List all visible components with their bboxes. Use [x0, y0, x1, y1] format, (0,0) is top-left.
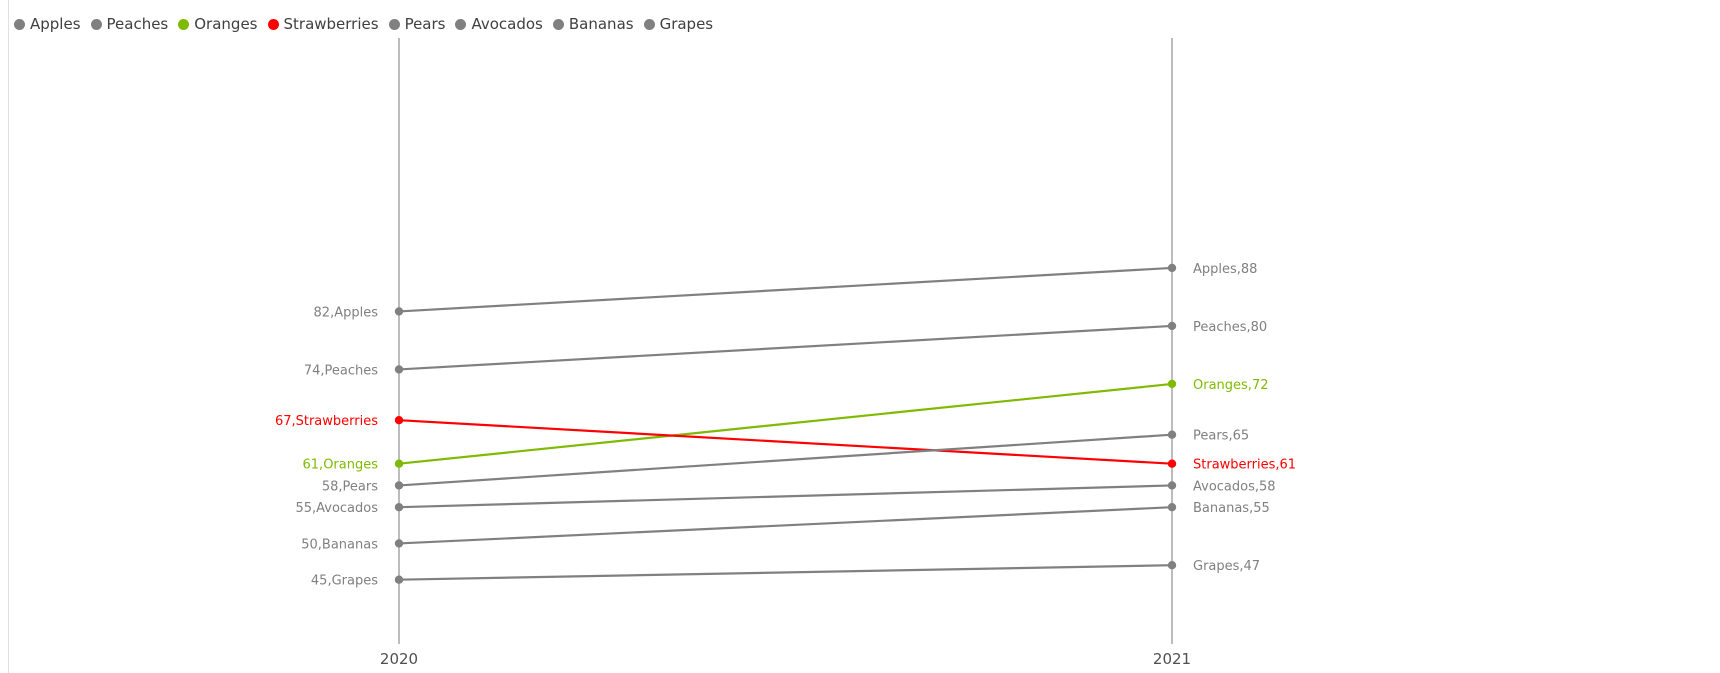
data-label-avocados-2020: 55,Avocados	[295, 501, 378, 516]
legend-item-strawberries[interactable]: Strawberries	[267, 15, 379, 33]
legend-label: Avocados	[471, 15, 543, 33]
x-tick-label: 2020	[380, 650, 418, 668]
series-line-pears[interactable]	[398, 433, 1173, 487]
legend-item-apples[interactable]: Apples	[14, 15, 81, 33]
chart-legend: Apples Peaches Oranges Strawberries Pears Avo…	[14, 14, 723, 34]
legend-item-bananas[interactable]: Bananas	[552, 15, 634, 33]
data-label-apples-2021: Apples,88	[1193, 262, 1257, 277]
data-point-grapes-2021[interactable]	[1167, 561, 1177, 570]
legend-item-oranges[interactable]: Oranges	[178, 15, 258, 33]
legend-swatch-icon	[388, 18, 400, 30]
legend-label: Oranges	[194, 15, 258, 33]
legend-label: Peaches	[106, 15, 169, 33]
data-label-strawberries-2020: 67,Strawberries	[275, 414, 378, 429]
data-point-pears-2021[interactable]	[1167, 430, 1177, 439]
data-label-peaches-2021: Peaches,80	[1193, 320, 1267, 335]
data-point-oranges-2020[interactable]	[394, 459, 404, 468]
legend-swatch-icon	[455, 18, 467, 30]
data-point-oranges-2021[interactable]	[1167, 379, 1177, 389]
legend-swatch-icon	[643, 18, 655, 30]
legend-label: Apples	[30, 15, 81, 33]
legend-swatch-icon	[178, 18, 190, 30]
slope-chart: 2020 2021 82,Apples Apples,88 74,Peaches Peac…	[275, 38, 1296, 668]
data-label-bananas-2020: 50,Bananas	[301, 537, 378, 552]
series-line-grapes[interactable]	[398, 564, 1173, 581]
data-point-peaches-2020[interactable]	[394, 365, 404, 374]
data-label-oranges-2020: 61,Oranges	[303, 458, 379, 473]
legend-item-avocados[interactable]: Avocados	[455, 15, 543, 33]
data-label-bananas-2021: Bananas,55	[1193, 501, 1270, 516]
series-line-avocados[interactable]	[398, 484, 1173, 509]
data-point-avocados-2021[interactable]	[1167, 481, 1177, 490]
data-label-apples-2020: 82,Apples	[314, 305, 379, 320]
legend-swatch-icon	[552, 18, 564, 30]
data-label-oranges-2021: Oranges,72	[1193, 378, 1268, 393]
legend-item-peaches[interactable]: Peaches	[90, 15, 169, 33]
data-label-grapes-2020: 45,Grapes	[311, 574, 378, 589]
data-label-avocados-2021: Avocados,58	[1193, 479, 1276, 494]
legend-item-pears[interactable]: Pears	[388, 15, 446, 33]
data-point-peaches-2021[interactable]	[1167, 321, 1177, 331]
legend-label: Bananas	[568, 15, 634, 33]
series-line-strawberries[interactable]	[398, 419, 1173, 465]
legend-swatch-icon	[14, 18, 25, 30]
legend-swatch-icon	[267, 18, 279, 30]
legend-label: Strawberries	[283, 15, 379, 33]
legend-label: Pears	[404, 15, 446, 33]
data-label-pears-2020: 58,Pears	[322, 479, 378, 494]
data-point-avocados-2020[interactable]	[394, 503, 404, 512]
legend-swatch-icon	[90, 18, 102, 30]
data-point-apples-2021[interactable]	[1167, 263, 1177, 273]
x-tick-label: 2021	[1153, 650, 1191, 668]
data-label-strawberries-2021: Strawberries,61	[1193, 458, 1296, 473]
data-point-pears-2020[interactable]	[394, 481, 404, 490]
data-point-bananas-2020[interactable]	[394, 539, 404, 548]
data-label-pears-2021: Pears,65	[1193, 429, 1249, 444]
series-line-bananas[interactable]	[398, 506, 1173, 545]
data-point-strawberries-2021[interactable]	[1167, 459, 1177, 468]
series-line-apples[interactable]	[398, 266, 1173, 313]
slope-chart-visual: Apples Peaches Oranges Strawberries Pears Avo…	[8, 0, 1720, 673]
series-line-peaches[interactable]	[398, 324, 1173, 371]
data-point-apples-2020[interactable]	[394, 307, 404, 316]
data-point-grapes-2020[interactable]	[394, 575, 404, 584]
data-point-strawberries-2020[interactable]	[394, 416, 404, 425]
legend-label: Grapes	[659, 15, 714, 33]
data-point-bananas-2021[interactable]	[1167, 503, 1177, 512]
data-label-grapes-2021: Grapes,47	[1193, 559, 1260, 574]
data-label-peaches-2020: 74,Peaches	[304, 363, 378, 378]
series-line-oranges[interactable]	[398, 382, 1173, 465]
legend-item-grapes[interactable]: Grapes	[643, 15, 714, 33]
